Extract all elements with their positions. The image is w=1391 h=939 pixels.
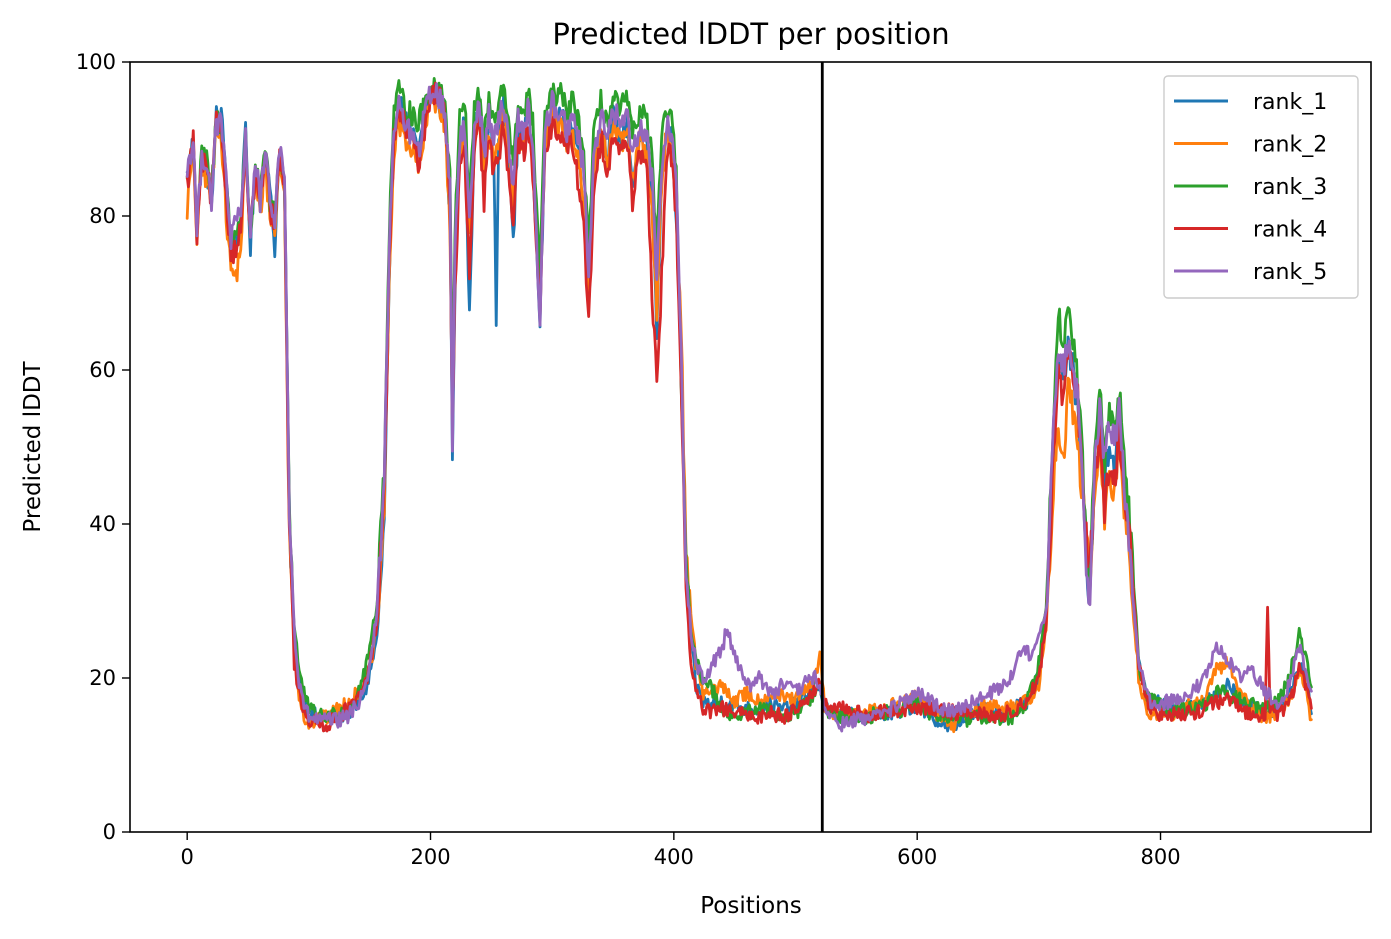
x-tick-label: 800 <box>1140 845 1180 869</box>
x-tick-label: 400 <box>654 845 694 869</box>
legend-label-rank-5: rank_5 <box>1253 260 1327 285</box>
y-tick-label: 20 <box>89 666 116 690</box>
x-axis: 0 200 400 600 800 <box>180 832 1181 869</box>
legend: rank_1 rank_2 rank_3 rank_4 rank_5 <box>1163 75 1359 299</box>
x-tick-label: 0 <box>180 845 193 869</box>
legend-label-rank-4: rank_4 <box>1253 218 1327 243</box>
y-tick-label: 60 <box>89 358 116 382</box>
legend-label-rank-3: rank_3 <box>1253 175 1327 200</box>
y-tick-label: 0 <box>103 820 116 844</box>
x-tick-label: 200 <box>410 845 450 869</box>
y-tick-label: 100 <box>76 50 116 74</box>
series-layer <box>185 76 1313 734</box>
plot-frame <box>129 61 1372 833</box>
series-line-rank-3 <box>185 76 1313 728</box>
x-tick-label: 600 <box>897 845 937 869</box>
chart-title: Predicted lDDT per position <box>552 17 949 51</box>
legend-label-rank-2: rank_2 <box>1253 133 1327 158</box>
y-tick-label: 80 <box>89 204 116 228</box>
y-axis-label: Predicted lDDT <box>20 360 46 532</box>
plot-area <box>185 62 1313 832</box>
y-tick-label: 40 <box>89 512 116 536</box>
legend-box <box>1163 75 1359 299</box>
legend-label-rank-1: rank_1 <box>1253 90 1327 115</box>
series-line-rank-5 <box>185 82 1313 733</box>
x-axis-label: Positions <box>700 893 802 919</box>
y-axis: 0 20 40 60 80 100 <box>76 50 130 844</box>
